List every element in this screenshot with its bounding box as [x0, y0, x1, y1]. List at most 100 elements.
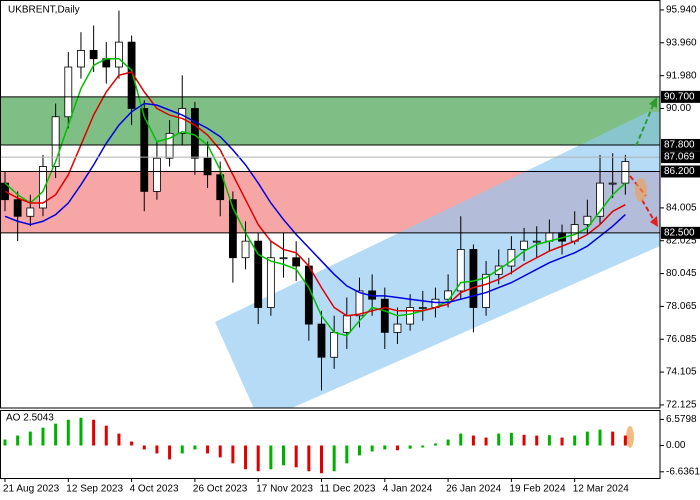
candle-body: [13, 199, 22, 217]
ao-bar: [256, 445, 260, 472]
ao-bar: [142, 445, 146, 450]
y-tick-label: 74.105: [666, 367, 697, 378]
y-tick-label: 95.940: [666, 5, 697, 16]
ao-bar: [332, 445, 336, 472]
level-label-box: [661, 90, 700, 103]
ao-bar: [117, 433, 121, 446]
candle-body: [418, 307, 427, 309]
level-label: 87.069: [664, 152, 695, 163]
candle-body: [406, 307, 415, 325]
ao-bar: [408, 445, 412, 449]
ao-bar: [357, 445, 361, 456]
y-tick-label: 84.005: [666, 203, 697, 214]
ao-bar: [611, 431, 615, 446]
moving-average: [4, 71, 626, 317]
ao-bar: [535, 435, 539, 446]
candle-body: [216, 174, 225, 201]
level-label-box: [661, 151, 700, 164]
candle-body: [596, 182, 604, 217]
candle-body: [608, 182, 617, 185]
ao-bar: [3, 439, 7, 446]
candle-body: [520, 240, 528, 250]
ao-bar: [433, 443, 437, 446]
ao-bar: [16, 435, 20, 446]
candle-body: [165, 132, 174, 159]
level-label-box: [661, 226, 700, 239]
candle-body: [380, 298, 389, 333]
candle-body: [203, 157, 212, 176]
y-tick-label: 91.980: [666, 70, 697, 81]
candle-body: [469, 249, 478, 308]
candle-body: [393, 323, 402, 333]
ao-bar: [623, 435, 627, 446]
candle-body: [26, 207, 35, 217]
level-label: 87.800: [664, 140, 695, 151]
highlight: [626, 426, 634, 448]
ao-bar: [54, 423, 58, 446]
ao-bar: [244, 445, 248, 470]
candle-body: [228, 199, 237, 259]
level-label: 82.500: [664, 227, 695, 238]
candle-body: [355, 290, 364, 317]
candle-body: [140, 108, 149, 192]
ao-bar: [282, 445, 286, 466]
ao-bar: [104, 425, 108, 446]
ao-bar: [395, 445, 399, 451]
ao-bar: [547, 435, 551, 446]
ao-bar: [509, 432, 513, 446]
candle-body: [456, 249, 465, 292]
ao-bar: [168, 445, 172, 460]
candle-body: [292, 257, 301, 267]
x-tick-label: 11 Dec 2023: [320, 484, 376, 495]
ao-bar: [320, 445, 323, 474]
ao-bar: [307, 445, 311, 472]
ao-bar: [231, 445, 235, 464]
candle-body: [241, 240, 250, 259]
y-tick-label: 78.065: [666, 301, 697, 312]
candle-body: [583, 215, 592, 225]
candle-body: [115, 41, 123, 68]
moving-average: [4, 102, 626, 304]
ao-bar: [421, 445, 425, 448]
price-channel: [215, 112, 660, 408]
ao-bar: [345, 445, 349, 464]
ao-bar: [193, 445, 197, 450]
candle-body: [89, 50, 98, 60]
level-label: 90.700: [664, 91, 695, 102]
main-frame: [0, 0, 661, 409]
ao-bar: [459, 433, 463, 446]
x-tick-label: 26 Jan 2024: [446, 484, 501, 495]
level-label-box: [661, 165, 700, 178]
ao-bar: [180, 445, 184, 454]
x-tick-label: 17 Nov 2023: [256, 484, 313, 495]
y-tick-label: 80.045: [666, 268, 697, 279]
candle-body: [279, 257, 288, 260]
candle-body: [178, 108, 187, 134]
ao-bar: [560, 437, 564, 446]
x-tick-label: 26 Oct 2023: [193, 484, 248, 495]
y-tick-label: 93.960: [666, 37, 697, 48]
arrowhead: [649, 97, 657, 108]
ao-bar: [206, 445, 210, 454]
candle-body: [254, 240, 263, 308]
plot: [0, 10, 660, 391]
ao-bar: [585, 431, 589, 446]
y-tick-label: 6.5798: [666, 414, 697, 425]
ao-title: AO 2.5043: [6, 413, 54, 424]
ao-bar: [41, 427, 45, 446]
arrow-down: [641, 199, 656, 223]
ao-bar: [130, 441, 134, 446]
forecast-arrows: [629, 97, 658, 227]
y-tick-label: 76.085: [666, 334, 697, 345]
x-tick-label: 19 Feb 2024: [509, 484, 566, 495]
ao-bar: [383, 445, 387, 450]
y-tick-label: 72.125: [666, 400, 697, 411]
level-label: 86.200: [664, 166, 695, 177]
ao-bar: [218, 445, 222, 458]
y-tick-label: 82.025: [666, 235, 697, 246]
candle-body: [190, 108, 199, 159]
ao-bar: [28, 431, 32, 446]
ao-bar: [66, 419, 70, 446]
candle-body: [39, 166, 47, 209]
